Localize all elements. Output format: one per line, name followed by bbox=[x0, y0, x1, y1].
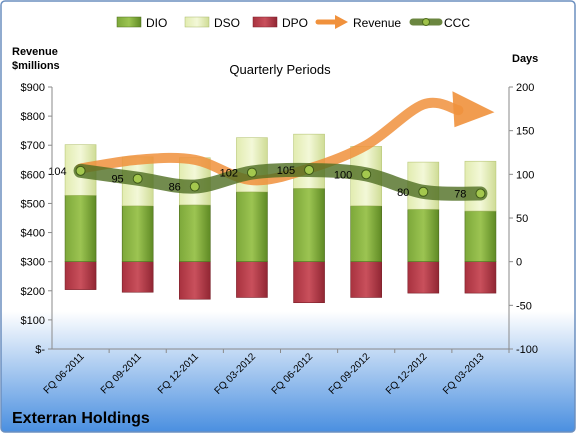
ccc-point bbox=[132, 173, 143, 184]
bar-dio bbox=[464, 210, 497, 262]
ccc-data-label: 100 bbox=[334, 169, 352, 181]
right-tick-label: -50 bbox=[516, 300, 532, 312]
legend-swatch-ccc bbox=[409, 18, 443, 26]
right-tick-label: 150 bbox=[516, 126, 534, 138]
bar-dpo bbox=[179, 261, 211, 300]
ccc-point bbox=[418, 186, 429, 197]
bar-dpo bbox=[407, 261, 440, 294]
ccc-point bbox=[75, 165, 86, 176]
ccc-data-label: 86 bbox=[169, 182, 181, 194]
bar-dpo bbox=[236, 261, 268, 298]
legend-swatch-revenue bbox=[315, 15, 348, 29]
chart-title: Quarterly Periods bbox=[229, 62, 331, 77]
ccc-data-label: 95 bbox=[111, 174, 123, 186]
bar-dpo bbox=[350, 261, 382, 298]
legend-swatch-dso bbox=[184, 16, 210, 28]
bars bbox=[64, 133, 497, 304]
bar-dpo bbox=[64, 261, 97, 290]
ccc-data-label: 104 bbox=[48, 166, 66, 178]
legend-label-dio: DIO bbox=[146, 16, 167, 30]
left-axis: $900 $800 $700 $600 $500 $400 $300 $200 $100 $- bbox=[21, 82, 52, 356]
left-tick-label: $900 bbox=[21, 82, 45, 94]
left-tick-label: $700 bbox=[21, 140, 45, 152]
legend-label-ccc: CCC bbox=[444, 16, 470, 30]
ccc-data-label: 78 bbox=[454, 189, 466, 201]
ccc-point bbox=[361, 169, 372, 180]
right-tick-label: -100 bbox=[516, 344, 538, 356]
company-name: Exterran Holdings bbox=[12, 410, 150, 427]
ccc-data-label: 102 bbox=[220, 168, 238, 180]
revenue-arrowhead bbox=[452, 91, 495, 128]
left-tick-label: $400 bbox=[21, 228, 45, 240]
bar-dpo bbox=[293, 261, 325, 304]
bar-dio bbox=[350, 205, 382, 262]
right-tick-label: 50 bbox=[516, 213, 528, 225]
legend-label-dpo: DPO bbox=[282, 16, 308, 30]
ccc-point bbox=[246, 167, 257, 178]
left-tick-label: $- bbox=[35, 344, 45, 356]
bar-dio bbox=[121, 205, 154, 262]
legend-swatch-dpo bbox=[252, 16, 278, 28]
ccc-data-label: 80 bbox=[397, 187, 409, 199]
left-tick-label: $800 bbox=[21, 111, 45, 123]
ccc-point bbox=[189, 181, 200, 192]
right-axis: 200 150 100 50 0 -50 -100 bbox=[509, 82, 538, 356]
legend: DIO DSO DPO Revenue CCC bbox=[116, 15, 470, 30]
bar-dpo bbox=[121, 261, 154, 293]
left-tick-label: $500 bbox=[21, 198, 45, 210]
left-tick-label: $300 bbox=[21, 257, 45, 269]
ccc-data-label: 105 bbox=[277, 165, 295, 177]
left-tick-label: $600 bbox=[21, 169, 45, 181]
left-tick-label: $200 bbox=[21, 286, 45, 298]
right-tick-label: 200 bbox=[516, 82, 534, 94]
bar-dio bbox=[64, 194, 97, 262]
ccc-point bbox=[475, 188, 486, 199]
bar-dio bbox=[236, 191, 268, 262]
right-tick-label: 100 bbox=[516, 169, 534, 181]
legend-swatch-dio bbox=[116, 16, 142, 28]
left-axis-title-line2: $millions bbox=[12, 60, 60, 72]
bar-dio bbox=[179, 204, 211, 262]
bar-dio bbox=[407, 208, 440, 262]
legend-label-revenue: Revenue bbox=[353, 16, 401, 30]
right-tick-label: 0 bbox=[516, 257, 522, 269]
bar-dio bbox=[293, 188, 325, 262]
left-axis-title-line1: Revenue bbox=[12, 46, 58, 58]
bar-dpo bbox=[464, 261, 497, 294]
right-axis-title: Days bbox=[512, 53, 538, 65]
ccc-point bbox=[304, 164, 315, 175]
ccc-series: 104 95 86 102 105 100 80 78 bbox=[48, 162, 488, 201]
legend-label-dso: DSO bbox=[214, 16, 240, 30]
bar-dso bbox=[464, 160, 497, 212]
left-tick-label: $100 bbox=[21, 315, 45, 327]
